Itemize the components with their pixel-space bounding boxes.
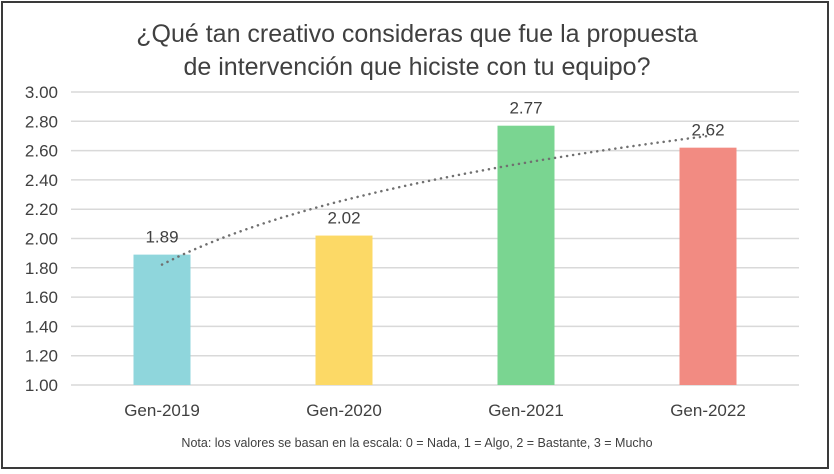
y-tick-label: 1.00 — [25, 376, 58, 395]
y-tick-label: 2.00 — [25, 230, 58, 249]
x-tick-label: Gen-2022 — [670, 401, 746, 420]
bar-gen-2020 — [315, 235, 373, 385]
y-tick-label: 1.80 — [25, 259, 58, 278]
trendline — [160, 134, 710, 266]
y-tick-label: 2.40 — [25, 171, 58, 190]
chart-title: ¿Qué tan creativo consideras que fue la … — [0, 18, 834, 84]
bar-gen-2022 — [679, 147, 737, 385]
data-label: 2.62 — [691, 121, 724, 140]
chart-note: Nota: los valores se basan en la escala:… — [181, 436, 653, 450]
bar-gen-2021 — [497, 125, 555, 385]
y-tick-label: 2.60 — [25, 142, 58, 161]
data-label: 1.89 — [145, 228, 178, 247]
bar-gen-2019 — [133, 254, 191, 385]
chart-title-line-2: de intervención que hiciste con tu equip… — [183, 53, 651, 81]
chart-title-line-1: ¿Qué tan creativo consideras que fue la … — [136, 20, 698, 48]
y-tick-label: 3.00 — [25, 83, 58, 102]
y-tick-label: 2.80 — [25, 112, 58, 131]
y-tick-label: 2.20 — [25, 200, 58, 219]
data-label: 2.02 — [327, 209, 360, 228]
y-tick-label: 1.60 — [25, 288, 58, 307]
x-tick-label: Gen-2019 — [124, 401, 200, 420]
y-tick-label: 1.20 — [25, 347, 58, 366]
x-tick-label: Gen-2021 — [488, 401, 564, 420]
x-tick-label: Gen-2020 — [306, 401, 382, 420]
data-label: 2.77 — [509, 99, 542, 118]
y-tick-label: 1.40 — [25, 317, 58, 336]
